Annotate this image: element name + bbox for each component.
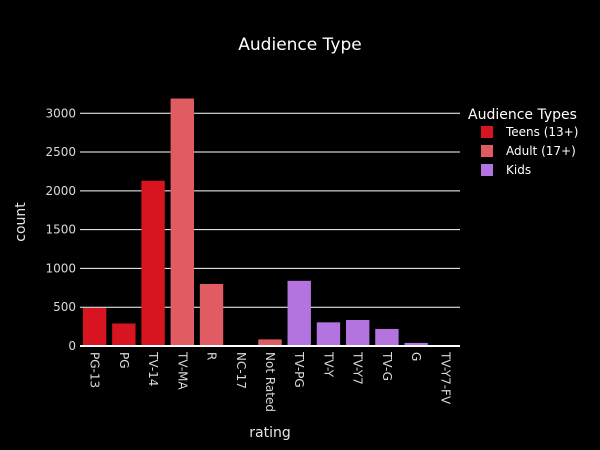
legend-label: Kids	[506, 163, 531, 177]
y-tick-label: 3000	[45, 106, 76, 120]
y-tick-label: 1000	[45, 261, 76, 275]
x-tick-label: TV-Y	[321, 351, 335, 378]
x-axis-ticks: PG-13 PG TV-14 TV-MA R NC-17 Not Rated TV-PG TV-…	[88, 351, 453, 412]
x-tick-label: R	[205, 352, 219, 360]
y-tick-label: 2000	[45, 184, 76, 198]
x-tick-label: TV-14	[146, 351, 160, 386]
x-axis-title: rating	[249, 425, 290, 441]
y-axis-title: count	[13, 202, 29, 242]
legend: Audience Types Teens (13+) Adult (17+) Kid…	[468, 107, 578, 177]
y-tick-label: 500	[53, 300, 76, 314]
legend-swatch	[481, 126, 493, 138]
x-tick-label: TV-Y7-FV	[438, 351, 452, 405]
y-tick-label: 1500	[45, 223, 76, 237]
x-tick-label: PG-13	[88, 352, 102, 388]
legend-items: Teens (13+) Adult (17+) Kids	[481, 125, 578, 177]
bar	[112, 323, 136, 346]
x-tick-label: TV-PG	[292, 351, 306, 388]
y-tick-label: 0	[68, 339, 76, 353]
bar	[346, 320, 370, 346]
x-tick-label: G	[409, 352, 423, 361]
x-tick-label: TV-MA	[175, 351, 189, 391]
bar	[141, 180, 165, 346]
legend-swatch	[481, 145, 493, 157]
bar	[375, 328, 399, 346]
x-tick-label: PG	[117, 352, 131, 369]
x-tick-label: TV-Y7	[351, 351, 365, 385]
legend-label: Teens (13+)	[505, 125, 578, 139]
bar	[82, 307, 107, 346]
y-axis-ticks: 0 500 1000 1500 2000 2500 3000	[45, 106, 76, 353]
legend-title: Audience Types	[468, 107, 577, 123]
bar	[258, 339, 282, 346]
legend-label: Adult (17+)	[506, 144, 576, 158]
chart-title: Audience Type	[238, 35, 361, 55]
bar	[199, 283, 224, 346]
y-tick-label: 2500	[45, 145, 76, 159]
x-tick-label: TV-G	[380, 351, 394, 381]
bars	[82, 98, 458, 347]
bar	[287, 280, 311, 346]
legend-swatch	[481, 164, 493, 176]
bar	[316, 322, 341, 346]
bar	[404, 342, 428, 346]
bar	[170, 98, 194, 347]
x-tick-label: Not Rated	[263, 352, 277, 412]
x-tick-label: NC-17	[234, 352, 248, 389]
